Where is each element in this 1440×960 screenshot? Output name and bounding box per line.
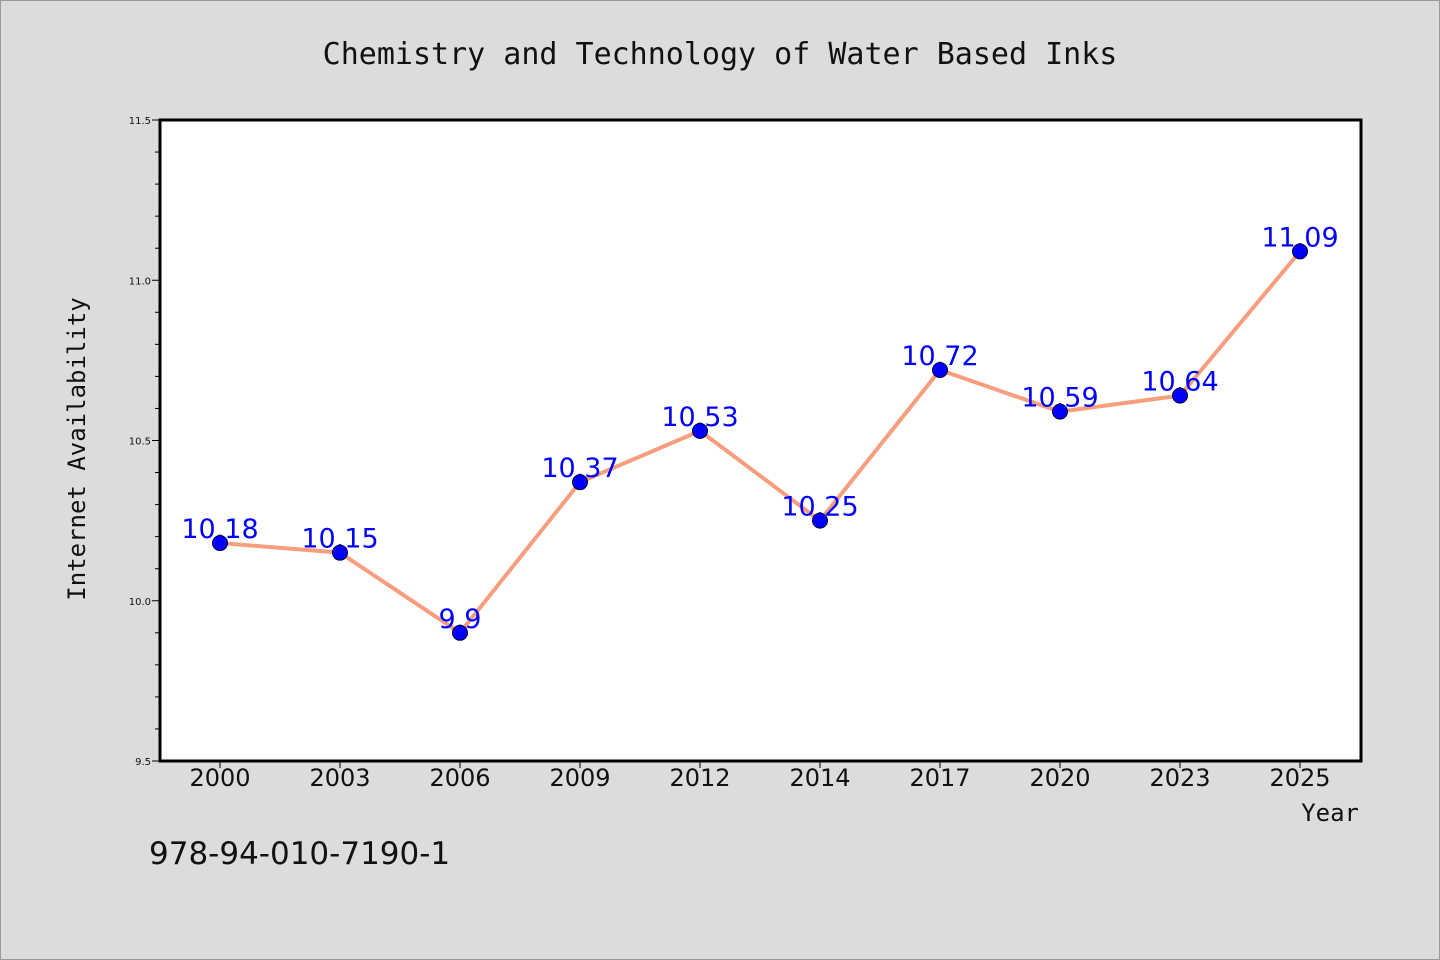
y-axis-label: Internet Availability	[63, 297, 91, 600]
x-tick-label: 2020	[1029, 764, 1090, 792]
y-tick-label: 11.0	[129, 276, 151, 287]
y-tick-label: 11.5	[129, 116, 151, 127]
data-point	[1172, 387, 1188, 404]
data-point	[812, 512, 828, 529]
footer-code: 978-94-010-7190-1	[149, 836, 450, 872]
plot-frame	[158, 118, 1363, 763]
x-tick-label: 2014	[789, 764, 850, 792]
x-tick-label: 2003	[309, 764, 370, 792]
data-point	[932, 361, 948, 378]
y-tick-label: 10.5	[129, 437, 151, 448]
y-tick-label: 10.0	[129, 597, 151, 608]
x-tick-label: 2023	[1149, 764, 1210, 792]
plot-background	[160, 120, 1361, 761]
data-point	[692, 422, 708, 439]
x-tick-label: 2025	[1269, 764, 1330, 792]
series-line	[218, 249, 1302, 635]
x-tick-label: 2017	[909, 764, 970, 792]
data-point	[452, 624, 468, 641]
x-tick-label: 2009	[549, 764, 610, 792]
data-point	[1292, 243, 1308, 260]
plot-area: 9.5 10.0 10.5 11.0 11.5 2000 2003 2006 2009 2012 2…	[129, 116, 1363, 792]
chart-title: Chemistry and Technology of Water Based …	[323, 37, 1118, 72]
data-point	[212, 535, 228, 552]
data-point	[572, 474, 588, 491]
data-point	[332, 544, 348, 561]
data-point	[1052, 403, 1068, 420]
x-axis-label: Year	[1301, 799, 1359, 827]
x-tick-label: 2012	[669, 764, 730, 792]
x-tick-label: 2006	[429, 764, 490, 792]
y-tick-label: 9.5	[135, 757, 151, 768]
x-tick-label: 2000	[189, 764, 250, 792]
